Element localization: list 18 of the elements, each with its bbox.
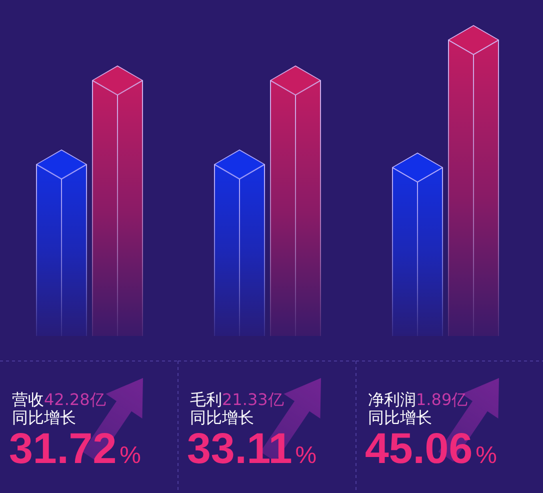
text: 同比增长 [190,408,254,427]
text: 21.33亿 [222,390,284,409]
text: 同比增长 [12,408,76,427]
text: 同比增长 [368,408,432,427]
text: 45.06% [365,425,497,473]
text: 31.72% [9,425,141,473]
x-tick-label: 净利润 [368,390,416,409]
text: 42.28亿 [44,390,106,409]
x-tick-label: 毛利 [190,390,222,409]
bar [270,65,321,336]
bar [214,149,265,336]
x-tick-label: 营收 [12,390,44,409]
bar [392,152,443,336]
bar [36,149,87,336]
bar [92,65,143,336]
text: 1.89亿 [416,390,468,409]
text: 33.11% [187,425,317,473]
bar [448,25,499,336]
